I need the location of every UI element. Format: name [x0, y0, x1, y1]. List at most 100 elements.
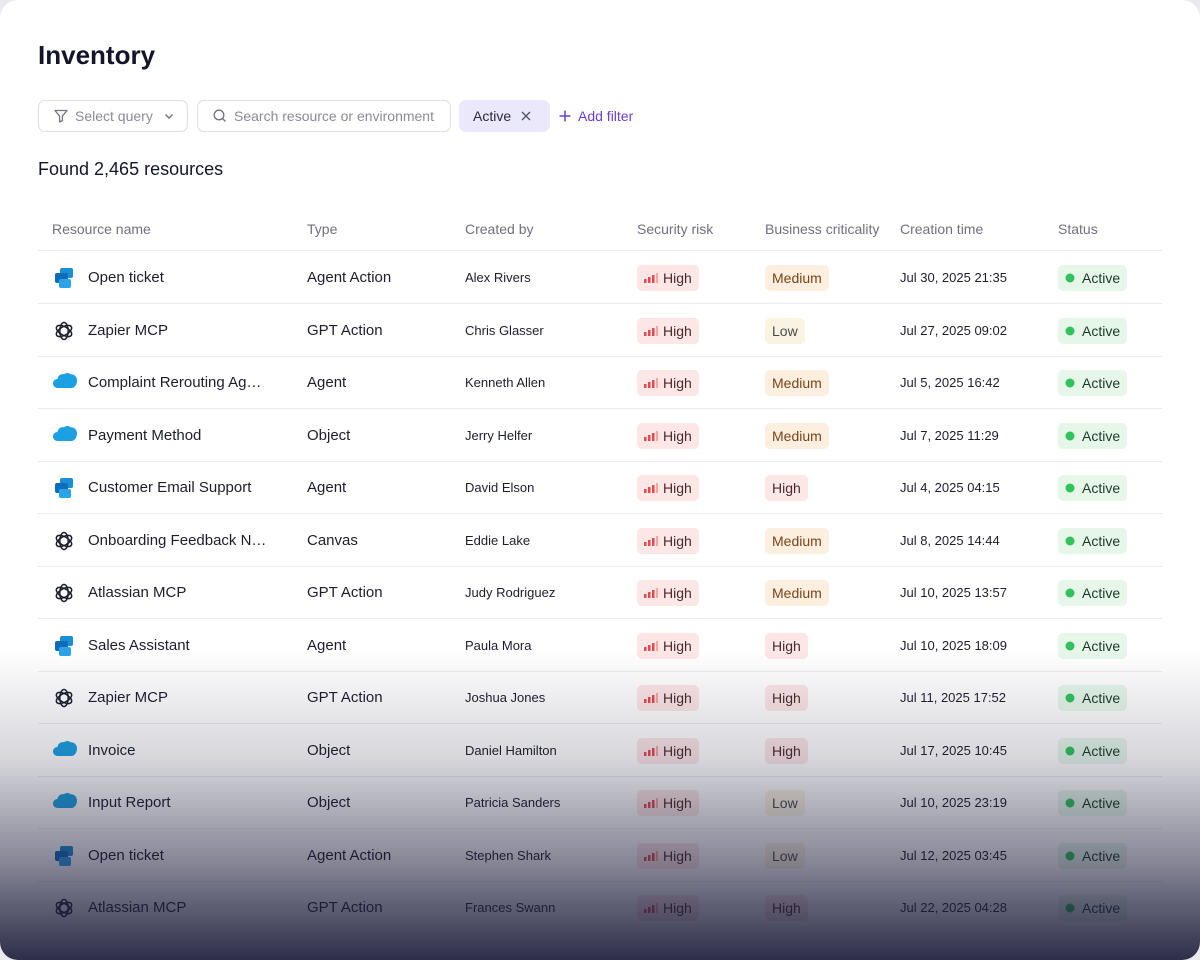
- status-label: Active: [1082, 270, 1121, 286]
- created-by: Judy Rodriguez: [465, 585, 556, 600]
- resource-name[interactable]: Complaint Rerouting Ag…: [88, 374, 262, 391]
- status-dot: [1065, 378, 1075, 388]
- security-risk-badge: High: [637, 580, 699, 606]
- risk-bars: [644, 798, 658, 808]
- row-divider: [38, 618, 1162, 619]
- status-badge: Active: [1058, 842, 1128, 869]
- status-dot: [1065, 273, 1075, 283]
- resource-name[interactable]: Zapier MCP: [88, 321, 169, 339]
- chevron: [164, 114, 173, 119]
- status-label: Active: [1082, 480, 1121, 496]
- risk-bars: [644, 430, 658, 441]
- security-risk-label: High: [663, 322, 692, 339]
- query-select[interactable]: Select query: [38, 100, 188, 132]
- status-dot: [1065, 431, 1075, 440]
- resource-icon: [52, 791, 78, 815]
- row-divider: [38, 880, 1162, 882]
- resource-icon: [52, 476, 78, 500]
- resource-icon: [52, 266, 78, 290]
- column-header-name: Resource name: [52, 221, 151, 237]
- resource-type: Agent Action: [307, 269, 392, 286]
- risk-bars: [644, 693, 658, 703]
- status-label: Active: [1082, 532, 1121, 549]
- row-divider: [38, 828, 1162, 829]
- creation-time: Jul 7, 2025 11:29: [900, 427, 999, 443]
- resource-name[interactable]: Open ticket: [88, 269, 164, 286]
- creation-time: Jul 5, 2025 16:42: [900, 375, 1000, 390]
- filter-chip[interactable]: Active: [459, 100, 550, 132]
- resource-name[interactable]: Sales Assistant: [88, 636, 190, 654]
- criticality-badge: High: [765, 737, 808, 764]
- risk-bars: [644, 325, 658, 336]
- resource-name[interactable]: Invoice: [88, 741, 136, 759]
- status-dot: [1065, 326, 1075, 335]
- filter-icon: [54, 109, 68, 123]
- criticality-badge: High: [765, 632, 808, 659]
- resource-type: Object: [307, 741, 351, 759]
- chip-close[interactable]: [520, 110, 532, 122]
- resource-name[interactable]: Customer Email Support: [88, 479, 252, 496]
- criticality-badge: High: [765, 685, 808, 711]
- resource-icon: [52, 634, 78, 658]
- row-divider: [38, 723, 1162, 724]
- status-badge: Active: [1058, 370, 1128, 396]
- add-filter[interactable]: Add filter: [558, 100, 658, 132]
- row-divider: [38, 355, 1162, 357]
- security-risk-label: High: [663, 795, 692, 811]
- resource-icon: [52, 371, 78, 395]
- creation-time: Jul 10, 2025 18:09: [900, 637, 1007, 653]
- resource-icon: [52, 424, 78, 448]
- creation-time: Jul 22, 2025 04:28: [900, 900, 1007, 915]
- criticality-badge: Medium: [765, 580, 829, 606]
- search-box[interactable]: Search resource or environment: [197, 100, 451, 132]
- resource-name[interactable]: Atlassian MCP: [88, 584, 187, 601]
- resource-name[interactable]: Payment Method: [88, 426, 202, 444]
- status-dot: [1065, 588, 1075, 598]
- creation-time: Jul 10, 2025 13:57: [900, 585, 1007, 600]
- status-badge: Active: [1058, 422, 1128, 449]
- criticality-badge: Medium: [765, 422, 829, 449]
- security-risk-label: High: [663, 375, 692, 391]
- created-by: Patricia Sanders: [465, 795, 561, 810]
- status-dot: [1065, 851, 1075, 860]
- resource-type: Agent: [307, 479, 347, 496]
- resource-type: Object: [307, 426, 351, 444]
- security-risk-label: High: [663, 900, 692, 916]
- status-dot: [1065, 746, 1075, 755]
- column-header-creation-time: Creation time: [900, 221, 984, 237]
- resource-name[interactable]: Zapier MCP: [88, 689, 169, 706]
- resource-icon: [52, 319, 78, 343]
- status-badge: Active: [1058, 895, 1128, 921]
- resource-icon: [52, 529, 78, 553]
- security-risk-label: High: [663, 270, 692, 286]
- chip-label: Active: [473, 108, 512, 124]
- security-risk-label: High: [663, 637, 692, 654]
- criticality-badge: High: [765, 475, 808, 501]
- criticality-badge: Medium: [765, 370, 829, 396]
- resource-name[interactable]: Onboarding Feedback N…: [88, 531, 267, 549]
- add-filter-label: Add filter: [578, 108, 634, 124]
- resource-name[interactable]: Atlassian MCP: [88, 899, 187, 916]
- resource-name[interactable]: Open ticket: [88, 846, 164, 864]
- resource-name[interactable]: Input Report: [88, 794, 171, 811]
- creation-time: Jul 27, 2025 09:02: [900, 322, 1007, 338]
- status-badge: Active: [1058, 475, 1128, 501]
- security-risk-badge: High: [637, 527, 699, 554]
- criticality-badge: Low: [765, 842, 805, 869]
- status-badge: Active: [1058, 317, 1128, 344]
- row-divider: [38, 303, 1162, 304]
- risk-bars: [644, 640, 658, 651]
- status-badge: Active: [1058, 632, 1128, 659]
- column-header-type: Type: [307, 221, 338, 237]
- created-by: Stephen Shark: [465, 847, 552, 863]
- row-divider: [38, 460, 1162, 462]
- resource-icon: [52, 581, 78, 605]
- security-risk-badge: High: [637, 317, 699, 344]
- resource-type: GPT Action: [307, 321, 383, 339]
- status-label: Active: [1082, 690, 1121, 706]
- created-by: Alex Rivers: [465, 270, 531, 285]
- risk-bars: [644, 850, 658, 861]
- status-badge: Active: [1058, 685, 1128, 711]
- security-risk-label: High: [663, 690, 692, 706]
- risk-bars: [644, 378, 658, 388]
